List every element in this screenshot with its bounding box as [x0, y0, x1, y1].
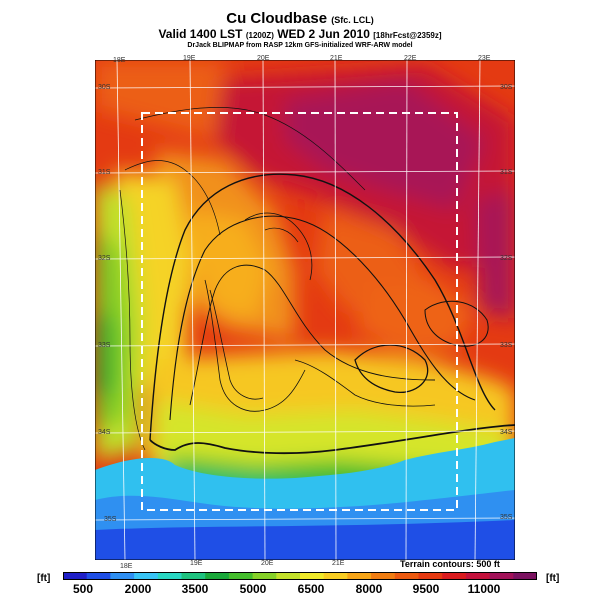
colorbar-strip — [63, 572, 537, 580]
lat-label-right: 31S — [500, 169, 513, 176]
colorbar-swatch — [252, 572, 277, 580]
lat-label-right: 32S — [500, 255, 513, 262]
lon-label-top: 19E — [183, 55, 196, 62]
lon-label-top: 18E — [113, 57, 126, 64]
colorbar-swatch — [86, 572, 111, 580]
colorbar-swatch — [134, 572, 159, 580]
lon-label-top: 22E — [404, 55, 417, 62]
lon-label-top: 20E — [257, 55, 270, 62]
colorbar-swatch — [228, 572, 254, 580]
colorbar-swatch — [323, 572, 348, 580]
colorbar-tick: 6500 — [297, 582, 325, 596]
colorbar-border — [63, 572, 537, 580]
title-subtext: (Sfc. LCL) — [331, 15, 374, 25]
terrain-contours — [119, 107, 496, 451]
colorbar-swatch — [181, 572, 206, 580]
forecast-info: [18hrFcst@2359z] — [373, 31, 442, 40]
lon-label-bottom: 20E — [261, 560, 274, 567]
model-description: DrJack BLIPMAP from RASP 12km GFS-initia… — [187, 42, 413, 49]
colorbar-swatch — [347, 572, 372, 580]
lat-label-left: 30S — [98, 84, 111, 91]
colorbar-swatch — [63, 572, 88, 580]
inner-domain-box — [141, 112, 458, 511]
lat-label-left: 33S — [98, 342, 111, 349]
colorbar-swatch — [110, 572, 135, 580]
colorbar-swatch — [157, 572, 182, 580]
title-text: Cu Cloudbase — [226, 10, 328, 27]
valid-time-line: Valid 1400 LST (1200Z) WED 2 Jun 2010 [1… — [0, 27, 600, 41]
lat-label-left: 32S — [98, 255, 111, 262]
valid-date: WED 2 Jun 2010 — [277, 27, 370, 41]
lat-label-left: 34S — [98, 429, 111, 436]
lon-label-bottom: 21E — [332, 560, 345, 567]
colorbar-swatch — [371, 572, 396, 580]
graticule — [95, 60, 515, 560]
colorbar-swatch — [394, 572, 419, 580]
coastline — [149, 424, 515, 455]
lon-label-bottom: 19E — [190, 560, 203, 567]
colorbar-swatch — [205, 572, 230, 580]
lon-label-bottom: 18E — [120, 563, 133, 570]
colorbar-swatch — [489, 572, 514, 580]
cloudbase-map — [95, 60, 515, 560]
colorbar-unit-right: [ft] — [546, 573, 560, 584]
map-title: Cu Cloudbase (Sfc. LCL) — [0, 10, 600, 27]
colorbar-swatch — [418, 572, 443, 580]
colorbar-swatch — [442, 572, 467, 580]
valid-time: Valid 1400 LST — [158, 27, 243, 41]
colorbar-swatch — [513, 572, 537, 580]
colorbar-tick: 5000 — [239, 582, 267, 596]
lat-label-right: 34S — [500, 429, 513, 436]
colorbar-tick: 9500 — [412, 582, 440, 596]
colorbar-tick: 2000 — [124, 582, 152, 596]
lat-label-left: 31S — [98, 169, 111, 176]
lat-label-left: 35S — [104, 516, 117, 523]
lat-label-right: 33S — [500, 342, 513, 349]
colorbar-swatch — [276, 572, 301, 580]
colorbar-tick: 11000 — [467, 582, 501, 596]
colorbar-tick: 3500 — [181, 582, 209, 596]
colorbar-swatch — [465, 572, 491, 580]
lat-label-right: 35S — [500, 514, 513, 521]
terrain-contour-note: Terrain contours: 500 ft — [400, 559, 500, 569]
colorbar-unit-left: [ft] — [37, 573, 51, 584]
colorbar-swatch — [300, 572, 325, 580]
lon-label-top: 21E — [330, 55, 343, 62]
colorbar-tick: 500 — [72, 582, 94, 596]
cloudbase-field — [95, 60, 515, 560]
colorbar: [ft] [ft] 500 2000 3500 5000 6500 8000 9… — [0, 566, 600, 600]
lon-label-top: 23E — [478, 55, 491, 62]
lat-label-right: 30S — [500, 84, 513, 91]
valid-utc: (1200Z) — [245, 31, 274, 40]
colorbar-tick: 8000 — [355, 582, 383, 596]
